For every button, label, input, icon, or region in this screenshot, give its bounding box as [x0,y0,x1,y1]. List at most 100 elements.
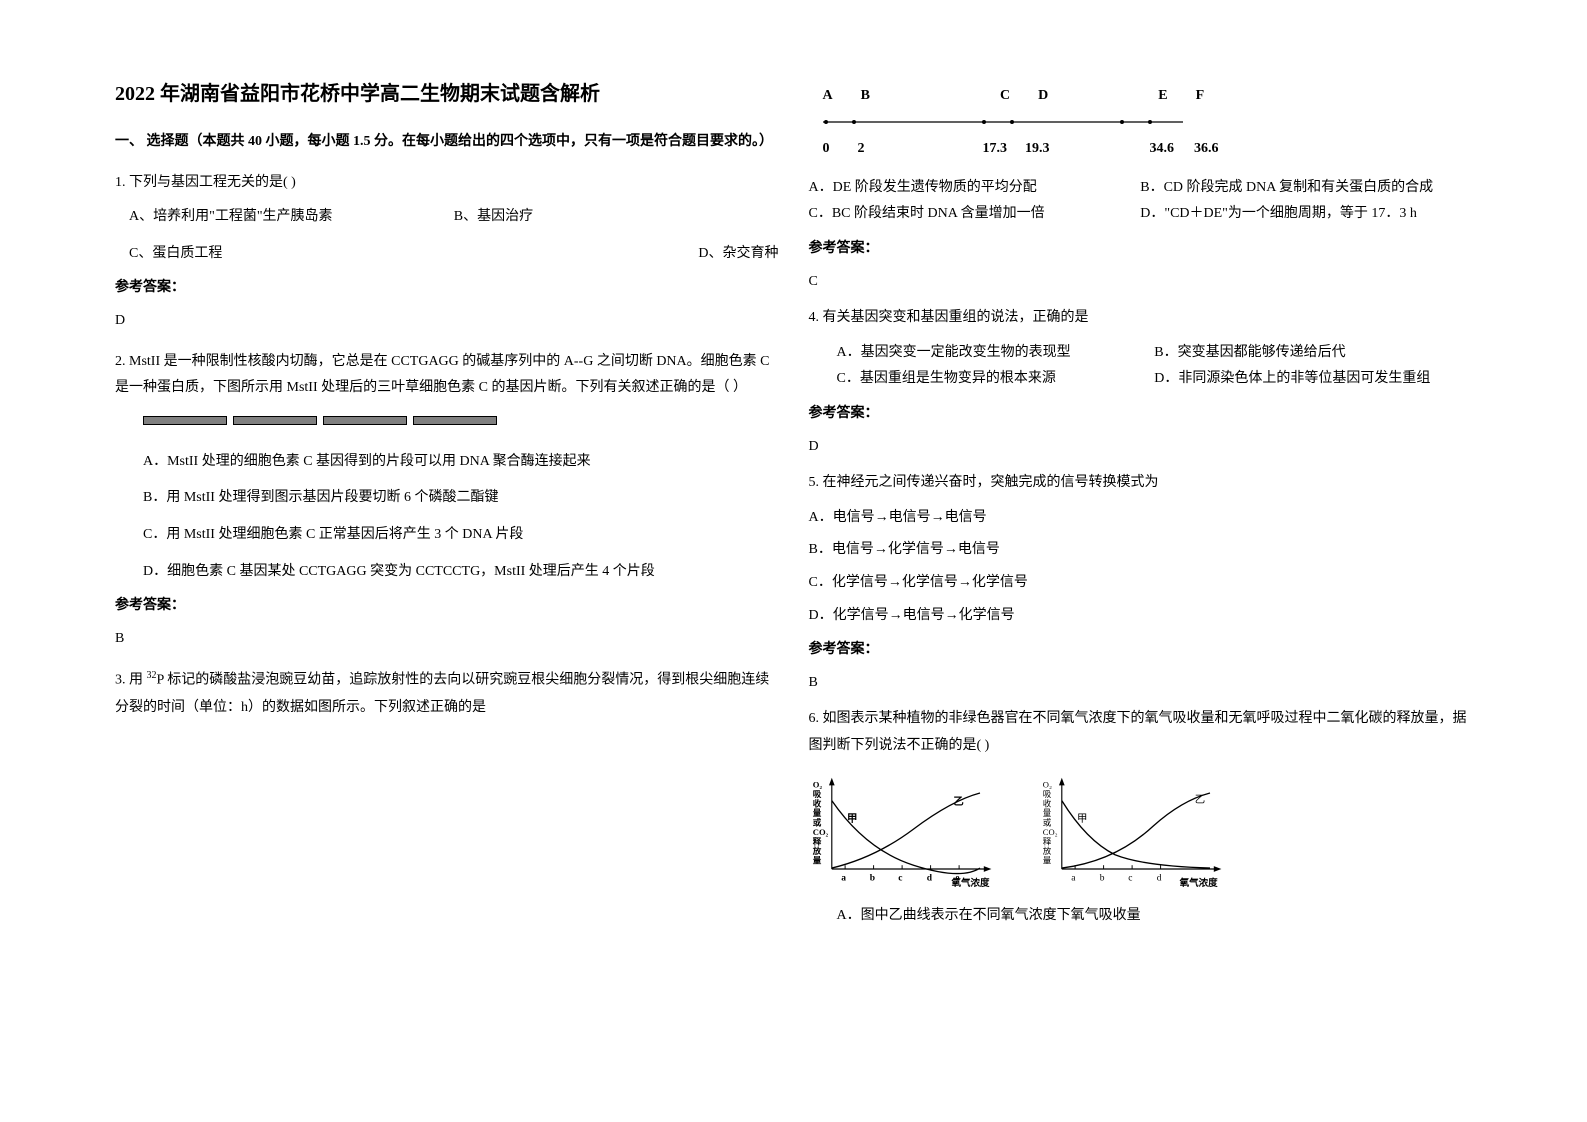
q3-optC: C．BC 阶段结束时 DNA 含量增加一倍 [809,201,1141,228]
q1-ans-label: 参考答案： [115,275,779,302]
svg-text:c: c [1128,874,1132,884]
q2-optC: C．用 MstII 处理细胞色素 C 正常基因后将产生 3 个 DNA 片段 [143,522,779,549]
q4-optA: A．基因突变一定能改变生物的表现型 [837,340,1155,367]
svg-text:b: b [1099,874,1104,884]
q4-stem: 4. 有关基因突变和基因重组的说法，正确的是 [809,305,1473,332]
q1-optC: C、蛋白质工程 [129,241,454,268]
q1-optD: D、杂交育种 [454,241,779,268]
q3-ans: C [809,269,1473,296]
q5-stem: 5. 在神经元之间传递兴奋时，突触完成的信号转换模式为 [809,470,1473,497]
dna-bar-1 [143,416,227,425]
q1-options: A、培养利用"工程菌"生产胰岛素 B、基因治疗 C、蛋白质工程 D、杂交育种 [115,204,779,267]
timeline-number: 34.6 [1150,136,1175,163]
q4-optB: B．突变基因都能够传递给后代 [1154,340,1472,367]
q4-optC: C．基因重组是生物变异的根本来源 [837,366,1155,393]
svg-text:c: c [898,874,902,884]
q2-options: A．MstII 处理的细胞色素 C 基因得到的片段可以用 DNA 聚合酶连接起来… [115,449,779,585]
svg-text:吸: 吸 [1042,789,1051,799]
svg-text:甲: 甲 [1077,814,1087,825]
left-column: 2022 年湖南省益阳市花桥中学高二生物期末试题含解析 一、 选择题（本题共 4… [100,75,794,1047]
q4-ans-label: 参考答案： [809,401,1473,428]
svg-text:量: 量 [1042,808,1051,818]
page-title: 2022 年湖南省益阳市花桥中学高二生物期末试题含解析 [115,75,779,113]
svg-text:d: d [1156,874,1161,884]
svg-text:量: 量 [812,807,821,818]
timeline-letter: F [1196,83,1205,110]
q3-timeline: A B C D E F 0 2 17.3 19.3 34.6 36.6 [809,83,1473,163]
svg-text:CO₂: CO₂ [812,827,828,837]
q5-ans-label: 参考答案： [809,637,1473,664]
svg-text:收: 收 [1042,798,1051,809]
svg-text:O₂: O₂ [1042,780,1051,790]
svg-text:收: 收 [812,798,821,809]
q4-options: A．基因突变一定能改变生物的表现型 B．突变基因都能够传递给后代 C．基因重组是… [809,340,1473,393]
label-yi: 乙 [953,796,964,808]
timeline-number: 19.3 [1025,136,1050,163]
q2-ans: B [115,626,779,653]
label-jia: 甲 [847,813,857,825]
q6-stem: 6. 如图表示某种植物的非绿色器官在不同氧气浓度下的氧气吸收量和无氧呼吸过程中二… [809,706,1473,759]
dna-bar-2 [233,416,317,425]
q6-chart-left: O₂ 吸 收 量 或 CO₂ 释 放 量 甲 乙 a b c d e 氧气浓度 [809,771,999,891]
timeline-letter: E [1158,83,1167,110]
timeline-number: 2 [858,136,865,163]
q2-stem: 2. MstII 是一种限制性核酸内切酶，它总是在 CCTGAGG 的碱基序列中… [115,349,779,402]
q3-optA: A．DE 阶段发生遗传物质的平均分配 [809,175,1141,202]
svg-text:吸: 吸 [812,789,821,799]
q3-optB: B．CD 阶段完成 DNA 复制和有关蛋白质的合成 [1140,175,1472,202]
q4-ans: D [809,434,1473,461]
timeline-letter: C [1000,83,1010,110]
dna-bar-4 [413,416,497,425]
section-intro: 一、 选择题（本题共 40 小题，每小题 1.5 分。在每小题给出的四个选项中，… [115,129,779,156]
q5-options: A．电信号→电信号→电信号 B．电信号→化学信号→电信号 C．化学信号→化学信号… [809,505,1473,629]
timeline-letter: A [823,83,833,110]
svg-text:a: a [1071,874,1076,884]
q4-optD: D．非同源染色体上的非等位基因可发生重组 [1154,366,1472,393]
q3-optD: D．"CD＋DE"为一个细胞周期，等于 17．3 h [1140,201,1472,228]
q6-optA: A．图中乙曲线表示在不同氧气浓度下氧气吸收量 [809,903,1473,930]
svg-text:释: 释 [1042,836,1051,847]
q1-optB: B、基因治疗 [454,204,779,231]
timeline-letter: D [1038,83,1048,110]
q5-ans: B [809,670,1473,697]
timeline-number: 36.6 [1194,136,1219,163]
q3-stem: 3. 用 32P 标记的磷酸盐浸泡豌豆幼苗，追踪放射性的去向以研究豌豆根尖细胞分… [115,666,779,721]
q2-optB: B．用 MstII 处理得到图示基因片段要切断 6 个磷酸二酯键 [143,485,779,512]
q2-optA: A．MstII 处理的细胞色素 C 基因得到的片段可以用 DNA 聚合酶连接起来 [143,449,779,476]
timeline-number: 0 [823,136,830,163]
timeline-number: 17.3 [983,136,1008,163]
svg-text:O₂: O₂ [812,780,822,790]
q1-ans: D [115,308,779,335]
q2-optD: D．细胞色素 C 基因某处 CCTGAGG 突变为 CCTCCTG，MstII … [143,559,779,586]
q5-optA: A．电信号→电信号→电信号 [809,505,1473,532]
right-column: A B C D E F 0 2 17.3 19.3 34.6 36.6 A．DE 阶段发生遗传物质的… [794,75,1488,1047]
timeline-axis-icon [823,118,1193,126]
timeline-letter: B [861,83,870,110]
dna-fragment-diagram [143,416,779,425]
q5-optC: C．化学信号→化学信号→化学信号 [809,570,1473,597]
q6-charts: O₂ 吸 收 量 或 CO₂ 释 放 量 甲 乙 a b c d e 氧气浓度 [809,771,1473,891]
q5-optD: D．化学信号→电信号→化学信号 [809,603,1473,630]
svg-text:放: 放 [1042,845,1051,856]
svg-text:d: d [926,874,932,884]
q1-optA: A、培养利用"工程菌"生产胰岛素 [129,204,454,231]
q1-stem: 1. 下列与基因工程无关的是( ) [115,170,779,197]
q3-ans-label: 参考答案： [809,236,1473,263]
svg-text:量: 量 [812,855,821,866]
svg-text:氧气浓度: 氧气浓度 [1178,878,1218,890]
q6-chart-right: O₂ 吸 收 量 或 CO₂ 释 放 量 甲 乙 a b c d 氧气浓度 [1039,771,1229,891]
svg-text:a: a [841,874,846,884]
q2-ans-label: 参考答案： [115,593,779,620]
svg-text:乙: 乙 [1194,794,1204,806]
svg-text:或: 或 [1042,817,1051,828]
curve-jia-icon [831,801,979,874]
svg-text:CO₂: CO₂ [1042,827,1057,837]
dna-bar-3 [323,416,407,425]
svg-text:氧气浓度: 氧气浓度 [950,878,990,890]
q5-optB: B．电信号→化学信号→电信号 [809,537,1473,564]
svg-text:或: 或 [812,817,821,828]
svg-text:释: 释 [812,836,821,847]
svg-text:放: 放 [811,845,821,856]
q3-options: A．DE 阶段发生遗传物质的平均分配 B．CD 阶段完成 DNA 复制和有关蛋白… [809,175,1473,228]
svg-text:b: b [869,874,874,884]
